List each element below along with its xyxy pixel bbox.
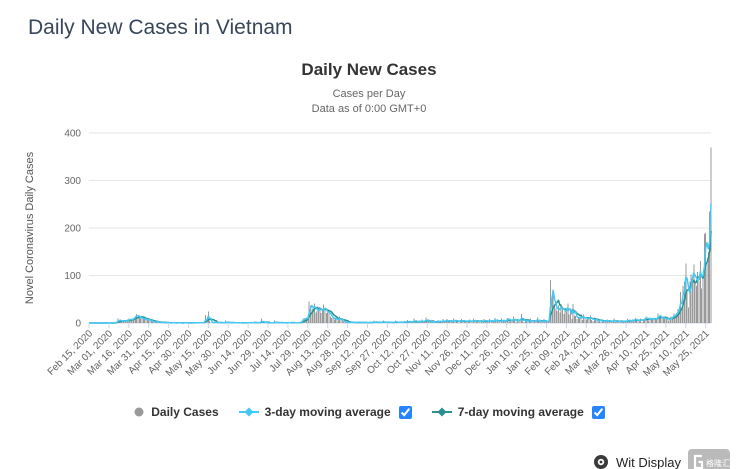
y-gridlines [89, 132, 711, 324]
page: Daily New Cases in Vietnam Daily New Cas… [0, 16, 738, 469]
legend-label-ma3: 3-day moving average [264, 405, 391, 419]
daily-cases-marker-icon [134, 407, 144, 417]
chart-title: Daily New Cases [301, 60, 437, 79]
ma3-toggle-checkbox[interactable] [398, 405, 412, 419]
gelonghui-logo-text: 格隆汇 [706, 458, 730, 468]
chart-subtitle: Cases per Day [332, 88, 406, 100]
ma3-line-marker-icon [238, 407, 259, 417]
watermark-label: Wit Display [615, 454, 681, 469]
svg-text:200: 200 [64, 224, 81, 235]
gelonghui-logo-icon: 格隆汇 [688, 449, 730, 469]
legend-label-ma7: 7-day moving average [457, 405, 584, 419]
svg-text:0: 0 [75, 319, 81, 330]
legend-item-daily-cases[interactable]: Daily Cases [133, 405, 219, 419]
y-axis-title: Novel Coronavirus Daily Cases [24, 151, 36, 304]
chart-data-note: Data as of 0:00 GMT+0 [311, 103, 427, 115]
ma7-line-marker-icon [431, 407, 452, 417]
moving-average-lines [89, 203, 712, 324]
wit-display-logo-icon [593, 455, 608, 469]
svg-text:100: 100 [64, 271, 81, 282]
chart-legend: Daily Cases 3-day moving average 7-day m… [0, 405, 738, 419]
daily-new-cases-chart: Daily New Cases Cases per Day Data as of… [0, 60, 738, 419]
legend-label-daily-cases: Daily Cases [151, 405, 219, 419]
svg-text:300: 300 [64, 176, 81, 187]
daily-cases-bars [115, 147, 712, 324]
legend-item-ma7[interactable]: 7-day moving average [431, 405, 605, 419]
ma7-toggle-checkbox[interactable] [591, 405, 605, 419]
chart-plot-area: Novel Coronavirus Daily Cases 0 100 200 300… [24, 129, 712, 379]
svg-text:400: 400 [64, 129, 81, 140]
y-axis-labels: 0 100 200 300 400 [64, 129, 81, 330]
watermark: Wit Display 格隆汇 [593, 449, 730, 469]
page-title: Daily New Cases in Vietnam [28, 16, 293, 39]
legend-item-ma3[interactable]: 3-day moving average [238, 405, 412, 419]
